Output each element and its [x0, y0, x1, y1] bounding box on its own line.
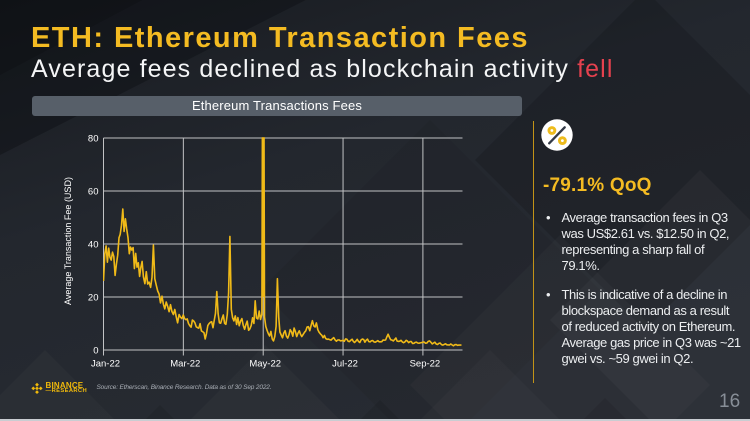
svg-text:0: 0 — [93, 345, 98, 356]
svg-text:Jul-22: Jul-22 — [332, 359, 358, 370]
svg-text:80: 80 — [88, 133, 99, 144]
svg-text:60: 60 — [88, 186, 99, 197]
svg-text:May-22: May-22 — [249, 359, 281, 370]
svg-text:40: 40 — [88, 239, 99, 250]
svg-text:Average Transaction Fee (USD): Average Transaction Fee (USD) — [63, 177, 73, 305]
svg-text:20: 20 — [88, 292, 99, 303]
svg-text:Sep-22: Sep-22 — [410, 359, 441, 370]
svg-text:Mar-22: Mar-22 — [170, 359, 200, 370]
svg-text:Jan-22: Jan-22 — [91, 359, 120, 370]
